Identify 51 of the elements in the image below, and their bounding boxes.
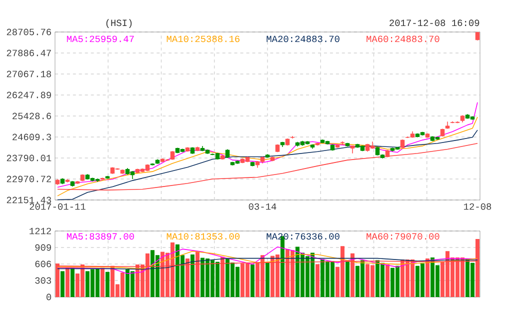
y-tick-label: 23790.01 bbox=[6, 154, 52, 162]
y-tick-label: 27886.47 bbox=[6, 50, 51, 56]
y-tick-label: 27067.18 bbox=[6, 70, 52, 78]
bar bbox=[250, 264, 254, 297]
y-tick-label: 22970.72 bbox=[6, 176, 51, 182]
bar bbox=[106, 272, 110, 297]
y-tick-label: 26247.89 bbox=[6, 92, 51, 98]
line-series bbox=[57, 116, 478, 196]
bar bbox=[100, 268, 104, 297]
y-tick-label: 28705.76 bbox=[6, 28, 52, 36]
bar bbox=[425, 258, 430, 297]
line-series bbox=[57, 250, 478, 270]
bar bbox=[266, 262, 270, 297]
bar bbox=[350, 253, 354, 297]
bar bbox=[345, 260, 350, 297]
bar bbox=[220, 256, 224, 297]
text: MA60:24883.70 bbox=[366, 36, 440, 42]
bar bbox=[196, 251, 200, 297]
y-tick-label: 606 bbox=[35, 260, 52, 268]
bar bbox=[60, 271, 64, 297]
line-series bbox=[57, 130, 478, 200]
bar bbox=[186, 258, 190, 297]
bar bbox=[385, 264, 390, 297]
y-tick-label: 1212 bbox=[30, 228, 51, 234]
line-series bbox=[57, 102, 478, 188]
y-tick-label: 24609.3 bbox=[12, 134, 52, 140]
x-tick-label: 03-14 bbox=[248, 203, 276, 210]
y-tick-label: 0 bbox=[46, 294, 52, 300]
y-tick-label: 303 bbox=[35, 277, 52, 284]
y-tick-label: 909 bbox=[35, 244, 51, 251]
text: MA5:83897.00 bbox=[66, 233, 134, 240]
bar bbox=[56, 264, 60, 297]
text: MA10:25388.16 bbox=[166, 36, 240, 42]
text: MA60:79070.00 bbox=[366, 233, 440, 240]
candlestick bbox=[340, 140, 345, 146]
text: MA5:25959.47 bbox=[66, 36, 134, 42]
y-tick-label: 25428.6 bbox=[12, 112, 52, 120]
y-tick-label: 22151.43 bbox=[6, 196, 52, 204]
x-tick-label: 2017-01-11 bbox=[30, 203, 86, 210]
bar bbox=[66, 268, 70, 297]
line-series bbox=[57, 246, 478, 274]
series-label: MA20:76336.00 bbox=[266, 233, 340, 240]
bar bbox=[70, 268, 74, 297]
bar bbox=[315, 264, 320, 297]
series-label: MA10:81353.00 bbox=[166, 233, 240, 240]
x-tick-label: 12-08 bbox=[464, 203, 492, 210]
bar bbox=[190, 254, 194, 297]
bar bbox=[475, 239, 480, 297]
chart-title: (HSI) bbox=[106, 19, 132, 28]
text: MA20:24883.70 bbox=[266, 36, 340, 42]
chart-subtitle: 2017-12-08 16:09 bbox=[390, 20, 480, 26]
